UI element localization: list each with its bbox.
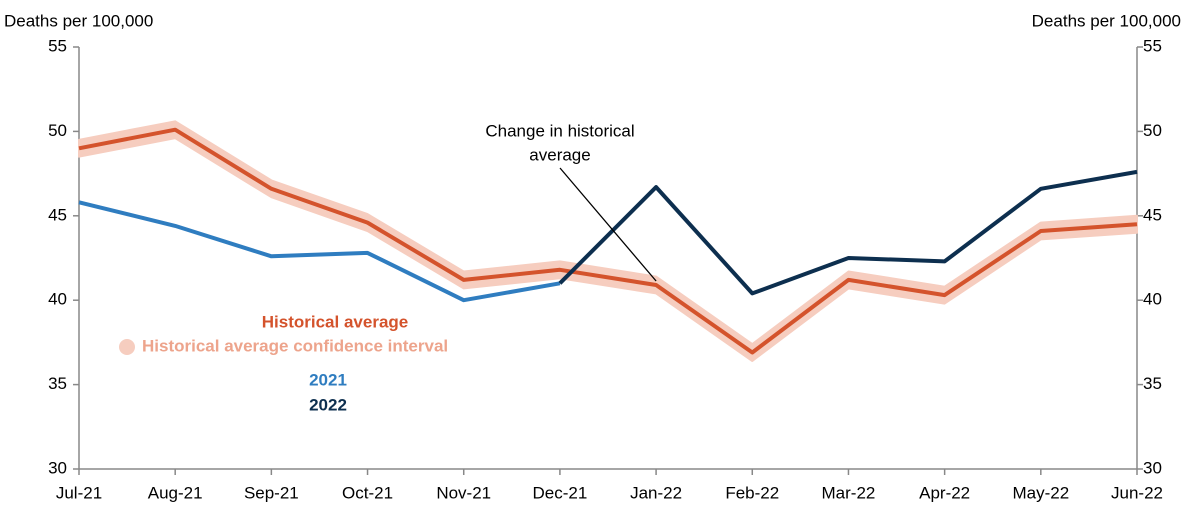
x-tick-label: Feb-22	[725, 483, 779, 502]
x-tick-label: Sep-21	[244, 483, 299, 502]
legend-label: 2022	[309, 395, 347, 414]
x-tick-label: Jun-22	[1111, 483, 1163, 502]
x-tick-label: May-22	[1012, 483, 1069, 502]
x-tick-label: Jul-21	[56, 483, 102, 502]
legend-marker	[119, 339, 135, 355]
y-tick-label: 55	[48, 36, 67, 55]
x-tick-label: Aug-21	[148, 483, 203, 502]
series-line	[78, 127, 1138, 355]
y-tick-label: 35	[48, 374, 67, 393]
y2-tick-label: 40	[1143, 290, 1162, 309]
x-tick-label: Jan-22	[630, 483, 682, 502]
y2-tick-label: 50	[1143, 121, 1162, 140]
x-tick-label: Apr-22	[919, 483, 970, 502]
y2-tick-label: 55	[1143, 36, 1162, 55]
legend-label: 2021	[309, 370, 347, 389]
y-tick-label: 30	[48, 458, 67, 477]
y2-axis-label: Deaths per 100,000	[1032, 11, 1181, 30]
y-tick-label: 50	[48, 121, 67, 140]
y-axis-label: Deaths per 100,000	[4, 11, 153, 30]
x-tick-label: Nov-21	[436, 483, 491, 502]
confidence-band	[78, 120, 1138, 362]
y2-tick-label: 30	[1143, 458, 1162, 477]
series-line	[78, 200, 561, 303]
x-tick-label: Mar-22	[822, 483, 876, 502]
y2-tick-label: 35	[1143, 374, 1162, 393]
annotation-arrow	[559, 167, 657, 282]
legend-label: Historical average	[262, 312, 408, 331]
x-tick-label: Oct-21	[342, 483, 393, 502]
annotation-text: Change in historical	[485, 121, 634, 140]
y2-tick-label: 45	[1143, 205, 1162, 224]
series-line	[558, 169, 1138, 296]
y-tick-label: 45	[48, 205, 67, 224]
annotation-text: average	[529, 145, 590, 164]
x-tick-label: Dec-21	[533, 483, 588, 502]
legend-label: Historical average confidence interval	[142, 336, 448, 355]
y-tick-label: 40	[48, 290, 67, 309]
